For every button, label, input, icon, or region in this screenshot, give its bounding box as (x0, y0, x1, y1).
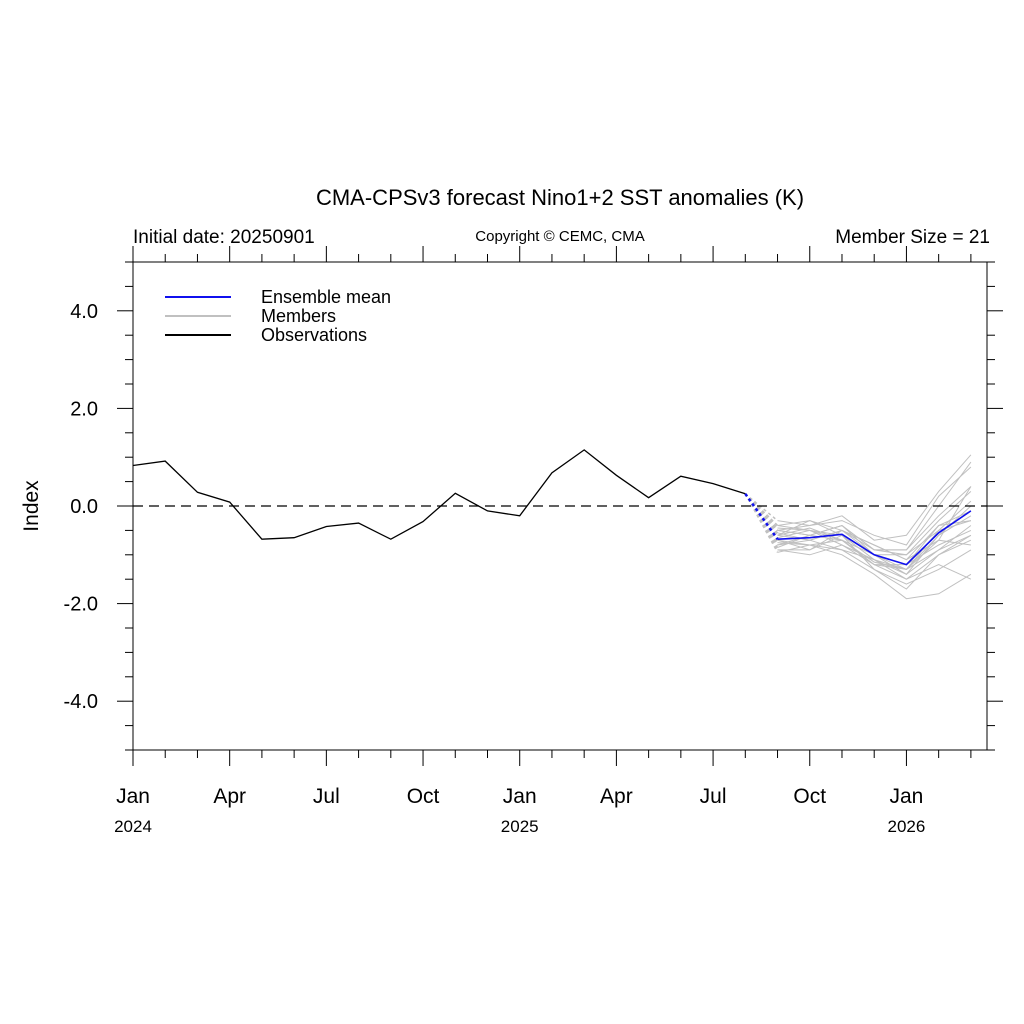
initial-date-label: Initial date: 20250901 (133, 227, 315, 248)
y-tick-label: 4.0 (70, 301, 98, 323)
x-tick-label: Jul (700, 785, 727, 808)
member-connector-19 (744, 493, 779, 551)
x-tick-year-label: 2024 (114, 817, 152, 836)
member-line-19 (777, 525, 972, 575)
x-tick-label: Apr (213, 785, 246, 808)
x-tick-label: Jan (890, 785, 924, 808)
chart-title: CMA-CPSv3 forecast Nino1+2 SST anomalies… (316, 185, 804, 210)
axes-layer: 4.0 2.0 0.0 -2.0 -4.0 Jan 2024 Apr Jul Oct Jan 2025… (64, 246, 1003, 836)
member-line-21 (777, 505, 972, 570)
legend-label: Observations (261, 325, 367, 345)
member-size-label: Member Size = 21 (835, 227, 990, 248)
x-tick-year-label: 2025 (501, 817, 539, 836)
y-axis-label: Index (20, 480, 43, 532)
x-tick-label: Jan (503, 785, 537, 808)
members-layer (744, 454, 972, 600)
x-tick-label: Jul (313, 785, 340, 808)
ensemble-mean-connector (744, 493, 779, 540)
y-tick-label: 2.0 (70, 398, 98, 420)
y-tick-label: 0.0 (70, 496, 98, 518)
member-connector-9 (744, 493, 779, 553)
y-tick-label: -4.0 (64, 691, 98, 713)
ensemble-mean-layer (744, 493, 972, 566)
member-line-13 (777, 534, 972, 580)
x-tick-label: Oct (407, 785, 440, 808)
member-line-16 (777, 486, 972, 551)
x-tick-label: Apr (600, 785, 633, 808)
member-line-14 (777, 529, 971, 561)
observations-line (132, 449, 746, 540)
member-line-17 (777, 539, 972, 590)
copyright-label: Copyright © CEMC, CMA (475, 228, 644, 245)
x-tick-label: Jan (116, 785, 150, 808)
member-line-8 (777, 466, 972, 546)
observations-layer (132, 449, 746, 540)
member-connector-17 (744, 493, 779, 544)
legend-label: Members (261, 306, 336, 326)
legend-label: Ensemble mean (261, 287, 391, 307)
x-tick-label: Oct (793, 785, 826, 808)
x-tick-year-label: 2026 (888, 817, 926, 836)
y-tick-label: -2.0 (64, 594, 98, 616)
ensemble-mean-line (777, 510, 972, 566)
